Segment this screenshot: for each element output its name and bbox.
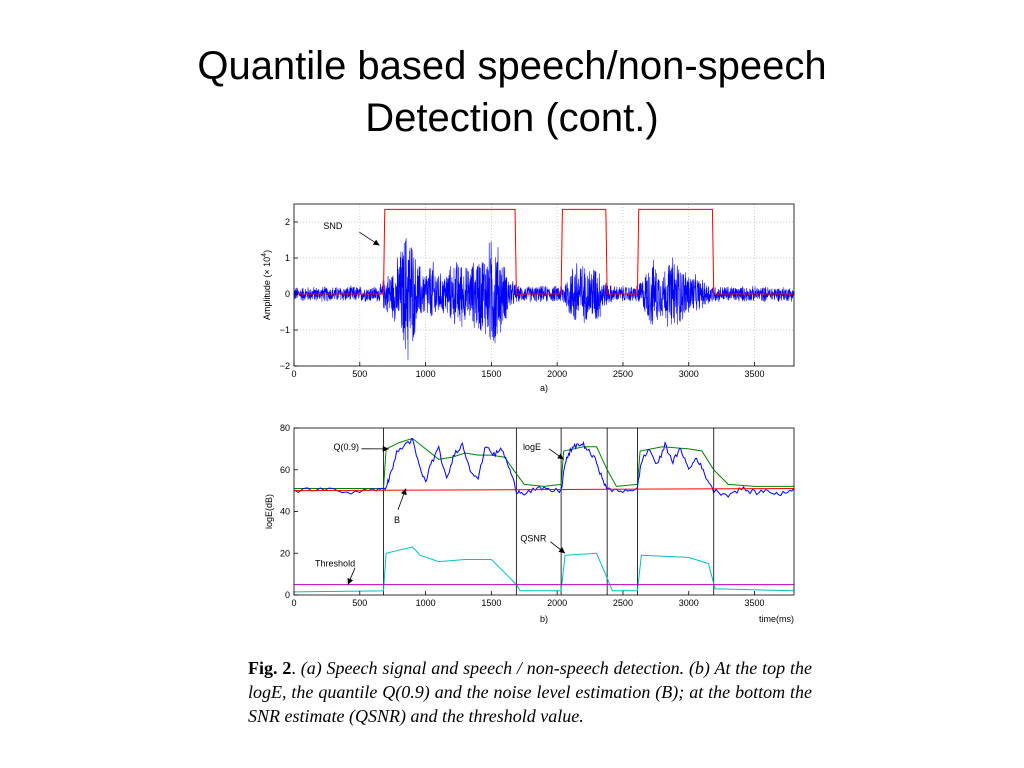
slide-title-line-2: Detection (cont.)	[365, 96, 659, 140]
annotation-threshold: Threshold	[315, 559, 355, 569]
x-tick-label-a: 2500	[613, 369, 633, 379]
chart-log-energy: 0 500 1000 1500 2000 2500 3000 3500 0 20 40 60 80 log…	[264, 423, 795, 624]
slide-title-line-1: Quantile based speech/non-speech	[197, 44, 827, 88]
x-tick-label-b: 0	[291, 598, 296, 608]
caption-separator: .	[291, 658, 296, 678]
y-axis-label-b: logE(dB)	[264, 494, 274, 529]
y-tick-label-a: 0	[285, 289, 290, 299]
y-tick-label-b: 0	[285, 590, 290, 600]
annotation-b-arrowhead	[400, 488, 407, 496]
x-axis-label-b: time(ms)	[759, 614, 794, 624]
detection-line	[294, 208, 794, 295]
x-tick-label-b: 2500	[613, 598, 633, 608]
x-tick-label-b: 1000	[416, 598, 436, 608]
chart-speech-signal: 0 500 1000 1500 2000 2500 3000 3500 −2 −1 0 1 2 Ampli…	[261, 203, 795, 393]
y-tick-label-a: 1	[285, 253, 290, 263]
figure-caption: Fig. 2. (a) Speech signal and speech / n…	[248, 656, 812, 728]
y-tick-label-a: −1	[280, 325, 290, 335]
panel-label-b: b)	[540, 614, 548, 624]
annotation-b: B	[394, 515, 400, 525]
panel-label-a: a)	[540, 383, 548, 393]
plot-frame-a	[293, 203, 795, 367]
slide-title: Quantile based speech/non-speech Detecti…	[0, 40, 1024, 144]
x-tick-label-b: 1500	[481, 598, 501, 608]
y-tick-label-b: 20	[280, 548, 290, 558]
annotation-loge: logE	[523, 442, 541, 452]
annotation-snd-arrowhead	[372, 239, 380, 246]
x-tick-label-a: 1500	[481, 369, 501, 379]
x-tick-label-a: 0	[291, 369, 296, 379]
plot-area-b	[294, 428, 794, 595]
x-tick-label-a: 3500	[745, 369, 765, 379]
annotation-q-0-9-arrowhead	[382, 445, 389, 452]
annotation-loge-arrowhead	[557, 453, 564, 460]
series-line-loge	[293, 438, 795, 498]
signal-waveform	[293, 238, 795, 360]
annotation-threshold-arrowhead	[347, 577, 354, 585]
plot-area-a	[294, 204, 794, 366]
series-line-b	[293, 488, 795, 492]
y-tick-label-b: 40	[280, 507, 290, 517]
x-tick-label-b: 2000	[547, 598, 567, 608]
y-tick-label-a: 2	[285, 217, 290, 227]
annotation-q-0-9: Q(0.9)	[333, 442, 359, 452]
caption-label: Fig. 2	[248, 658, 292, 678]
caption-text: (a) Speech signal and speech / non-speec…	[248, 658, 813, 726]
annotation-qsnr-arrowhead	[558, 547, 566, 554]
annotation-snd: SND	[323, 221, 343, 231]
y-tick-label-a: −2	[280, 361, 290, 371]
x-tick-label-b: 500	[352, 598, 367, 608]
annotation-qsnr: QSNR	[520, 534, 547, 544]
x-tick-label-a: 3000	[679, 369, 699, 379]
x-tick-label-a: 500	[352, 369, 367, 379]
x-tick-label-a: 1000	[416, 369, 436, 379]
y-tick-label-b: 80	[280, 423, 290, 433]
x-tick-label-b: 3000	[679, 598, 699, 608]
x-tick-label-b: 3500	[745, 598, 765, 608]
y-axis-label-a: Amplitude (× 104)	[261, 250, 272, 320]
y-tick-label-b: 60	[280, 465, 290, 475]
x-tick-label-a: 2000	[547, 369, 567, 379]
series-line-qsnr	[293, 546, 795, 593]
